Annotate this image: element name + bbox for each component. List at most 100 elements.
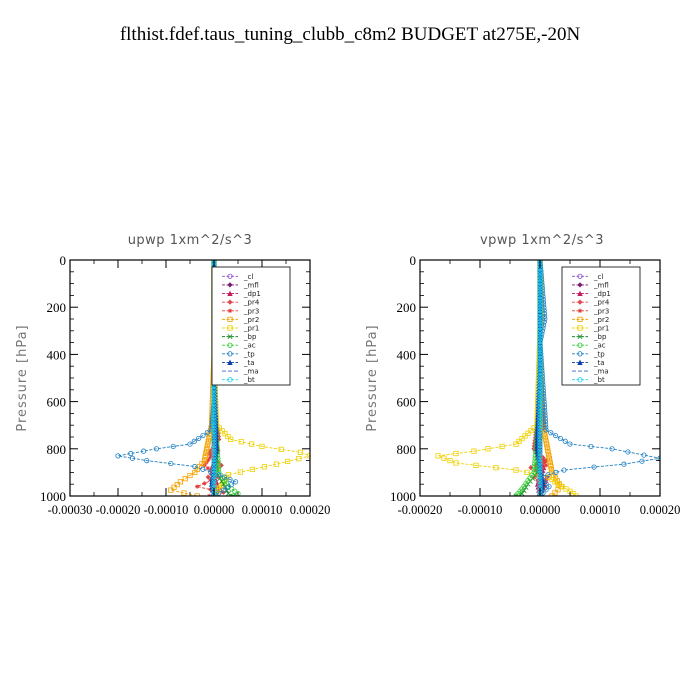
legend-marker [577,351,583,357]
series-marker [537,423,543,429]
series-marker [537,330,543,336]
series-marker [202,452,209,458]
series-marker [557,435,564,442]
x-tick-label: -0.00030 [48,503,93,517]
series-marker [537,279,543,286]
series-marker [609,446,615,452]
legend-label: _ma [243,368,259,376]
legend-marker [227,342,233,348]
series-marker [537,361,543,367]
series-marker [639,458,645,464]
series-marker [177,479,183,485]
series-marker [552,490,558,496]
series-marker [537,417,543,423]
x-tick-label: 0.00000 [194,503,235,517]
series-marker [170,443,176,450]
legend-box [561,266,641,386]
y-axis-label: Pressure [hPa] [15,324,30,431]
series-marker [278,446,284,452]
series-marker [471,448,477,454]
series-marker [545,450,551,456]
legend-marker [577,290,583,297]
series-marker [205,474,211,480]
series-marker [537,420,543,426]
x-tick-label: -0.00020 [398,503,443,517]
series-marker [544,444,550,451]
series-marker [211,451,217,457]
series-marker [211,468,217,474]
series-marker [543,421,549,427]
series-marker [542,410,548,416]
series-marker [196,435,202,442]
series-marker [485,446,491,452]
series-marker [141,448,147,454]
legend-label: _pr1 [593,325,609,333]
legend-label: _cl [243,273,253,281]
series-marker [537,375,543,381]
series-marker [205,441,211,447]
series-marker [542,418,549,425]
series-marker [211,454,217,460]
panel-title: vpwp 1xm^2/s^3 [480,233,604,248]
series-marker [115,453,121,459]
series-marker [129,455,135,461]
series-marker [211,395,217,401]
series-marker [211,476,217,482]
y-tick-label: 0 [60,253,67,268]
series-marker [537,386,543,392]
series-marker [153,446,159,452]
series-marker [211,428,217,434]
series-marker [542,433,548,439]
series-marker [522,433,528,439]
series-marker [546,453,552,459]
series-marker [211,406,217,412]
series-marker [222,431,228,437]
legend-label: _bp [593,333,607,341]
series-marker [537,369,543,375]
series-marker [537,372,543,378]
y-tick-label: 200 [397,300,417,315]
y-tick-label: 1000 [390,489,416,504]
series-marker [519,436,525,442]
series-marker [549,469,555,476]
series-marker [211,389,217,395]
series-marker [211,479,217,485]
series-marker [144,457,150,464]
x-tick-label: 0.00020 [640,503,681,517]
series-marker [537,414,543,420]
legend: _cl_mfl_dp1_pr4_pr3_pr2_pr1_bp_ac_tp_ta_… [211,266,291,386]
series-marker [211,400,217,406]
legend-marker [577,273,583,279]
series-marker [211,414,217,420]
series-marker [174,481,180,488]
series-marker [211,462,217,468]
series-marker [211,431,217,437]
series-marker [588,443,594,450]
series-marker [547,458,553,464]
series-marker [537,282,543,288]
series-marker [216,466,222,473]
legend-marker [227,316,233,322]
series-marker [543,487,549,493]
series-marker [537,322,543,328]
legend-marker [227,308,233,313]
legend-marker [577,334,583,340]
series-marker [211,473,217,479]
series-marker [221,474,227,480]
series-marker [202,481,207,486]
series-marker [531,466,537,473]
series-marker [537,338,543,345]
legend-label: _ma [593,368,609,376]
series-marker [537,479,543,485]
series-marker [225,484,231,490]
series-marker [211,392,217,398]
series-marker [228,436,234,442]
series-marker [542,413,548,419]
series-marker [562,438,568,444]
series-marker [537,316,543,322]
x-tick-label: 0.00010 [242,503,283,517]
series-marker [537,383,543,390]
legend-label: _ta [593,359,605,367]
y-tick-label: 200 [47,300,67,315]
series-marker [537,451,543,457]
